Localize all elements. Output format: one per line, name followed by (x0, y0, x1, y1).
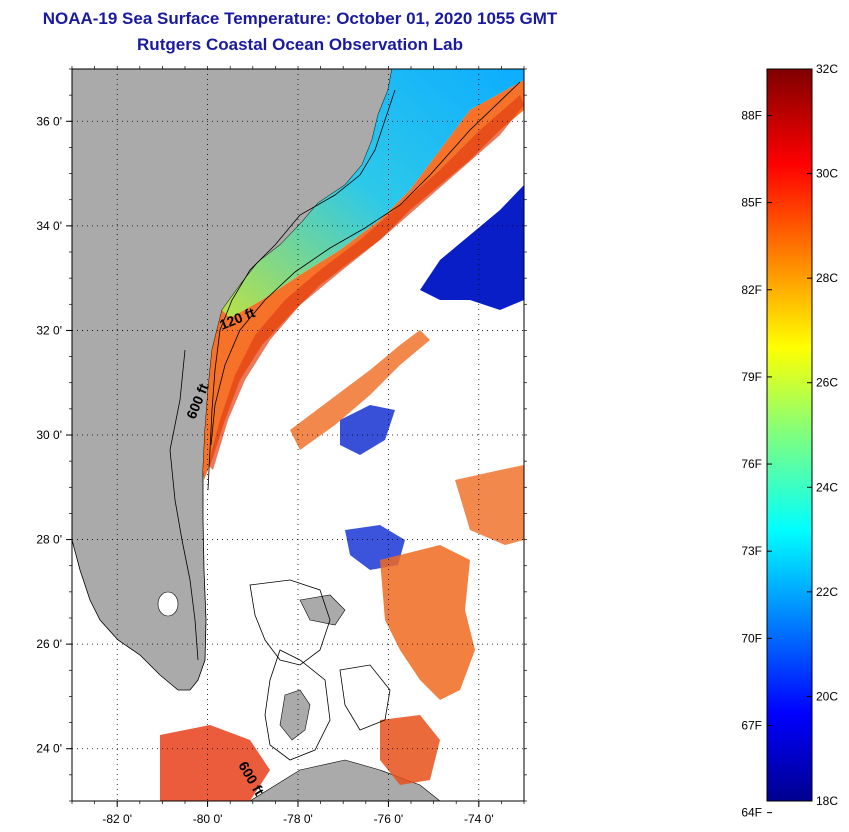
land-andros (279, 689, 311, 741)
colorbar-celsius-label: 20C (816, 689, 838, 703)
lat-tick-label: 24 0' (36, 742, 62, 756)
land-cuba (249, 759, 441, 801)
colorbar-fahrenheit-label: 64F (741, 806, 762, 820)
sst-offshore-warm-filament (290, 330, 430, 450)
colorbar-fahrenheit-label: 70F (741, 631, 762, 645)
colorbar-celsius-label: 24C (816, 480, 838, 494)
colorbar-fahrenheit-label: 82F (741, 283, 762, 297)
sst-warm-patch-se (380, 715, 440, 785)
colorbar-celsius-label: 22C (816, 585, 838, 599)
sst-warm-patch-bahamas (380, 545, 475, 700)
lat-tick-label: 32 0' (36, 323, 62, 337)
colorbar-fahrenheit-label: 85F (741, 196, 762, 210)
lat-tick-label: 28 0' (36, 533, 62, 547)
lat-tick-label: 34 0' (36, 219, 62, 233)
bathymetry-contours (169, 81, 521, 761)
sst-warm-patch-east (455, 465, 524, 545)
temperature-colorbar (766, 68, 813, 802)
land-grand-bahama (299, 594, 346, 626)
colorbar-fahrenheit-label: 73F (741, 544, 762, 558)
sst-shelf-cool-water (222, 69, 524, 318)
latitude-axis: 36 0' 34 0' 32 0' 30 0' 28 0' 26 0' 24 0' (36, 68, 527, 802)
colorbar-fahrenheit-label: 67F (741, 718, 762, 732)
sst-cold-patch-ne (420, 185, 524, 310)
colorbar-fahrenheit-label: 79F (741, 370, 762, 384)
map-panel: 120 ft 600 ft 600 ft (72, 69, 524, 801)
lon-tick-label: -76 0' (374, 812, 404, 826)
colorbar-celsius-labels: 32C 30C 28C 26C 24C 22C 20C 18C (807, 62, 838, 808)
colorbar-fahrenheit-label: 76F (741, 457, 762, 471)
colorbar-celsius-label: 28C (816, 271, 838, 285)
colorbar-celsius-label: 32C (816, 62, 838, 76)
lat-tick-label: 36 0' (36, 114, 62, 128)
graticule-grid (72, 69, 524, 801)
sst-warm-patch-cuba (160, 725, 270, 801)
lat-tick-label: 26 0' (36, 637, 62, 651)
colorbar-celsius-label: 30C (816, 167, 838, 181)
sst-cold-patch-mid (340, 405, 395, 455)
sst-gulf-stream-core (208, 95, 524, 470)
longitude-axis: -82 0' -80 0' -78 0' -76 0' -74 0' (71, 66, 525, 826)
lon-tick-label: -82 0' (102, 812, 132, 826)
colorbar-celsius-label: 18C (816, 794, 838, 808)
map-subtitle: Rutgers Coastal Ocean Observation Lab (137, 35, 463, 54)
colorbar-celsius-label: 26C (816, 376, 838, 390)
lake-okeechobee (157, 591, 179, 617)
lon-tick-label: -80 0' (193, 812, 223, 826)
colorbar-fahrenheit-label: 88F (741, 108, 762, 122)
map-title: NOAA-19 Sea Surface Temperature: October… (42, 9, 558, 28)
colorbar-fahrenheit-labels: 88F 85F 82F 79F 76F 73F 70F 67F 64F (741, 108, 772, 820)
lat-tick-label: 30 0' (36, 428, 62, 442)
lon-tick-label: -78 0' (283, 812, 313, 826)
lon-tick-label: -74 0' (464, 812, 494, 826)
